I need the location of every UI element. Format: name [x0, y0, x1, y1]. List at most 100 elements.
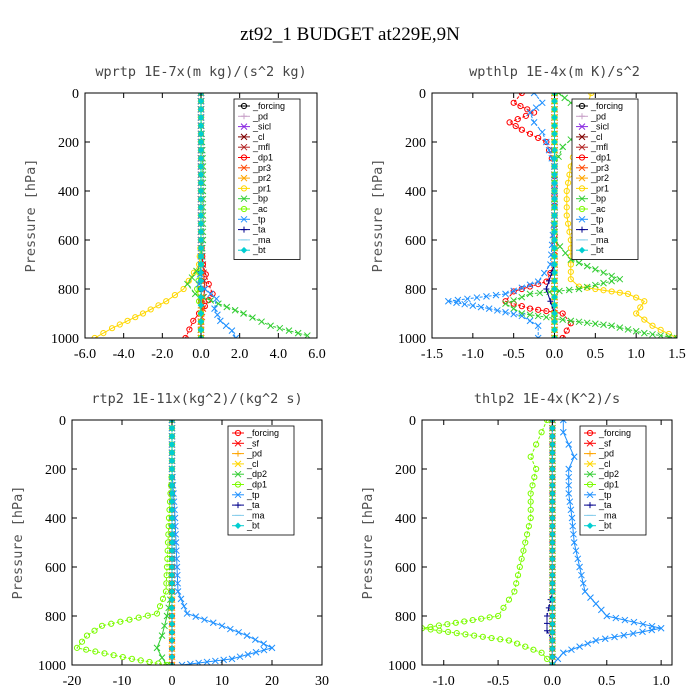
data-point [197, 326, 205, 334]
data-point [492, 291, 500, 299]
data-point [203, 658, 211, 665]
data-point [197, 228, 205, 236]
data-point [168, 514, 176, 522]
data-point [591, 320, 599, 328]
data-point [526, 290, 534, 298]
legend-marker [578, 246, 586, 254]
data-point [168, 424, 176, 432]
data-point [168, 530, 176, 538]
data-point [197, 212, 205, 219]
data-point [236, 653, 244, 661]
data-point [549, 506, 556, 514]
legend-marker [578, 143, 586, 151]
data-point [172, 547, 180, 555]
data-point [285, 327, 293, 335]
legend-entry: _bt [246, 521, 260, 531]
data-point [565, 481, 573, 489]
data-point [621, 616, 629, 624]
data-point [543, 655, 551, 662]
data-point [512, 122, 519, 130]
data-point [551, 122, 558, 130]
data-point [168, 620, 176, 628]
x-tick-label: -20 [63, 674, 82, 689]
data-point [547, 298, 554, 305]
y-axis-label: Pressure [hPa] [370, 159, 386, 273]
data-point [510, 287, 518, 295]
legend-marker [586, 460, 594, 468]
data-point [197, 114, 205, 121]
x-tick-label: -4.0 [113, 347, 135, 362]
data-point [471, 632, 478, 639]
data-point [549, 637, 556, 644]
legend-entry: _pd [246, 449, 262, 459]
data-point [73, 644, 81, 651]
data-point [502, 300, 509, 308]
data-point [549, 449, 556, 457]
legend-marker [241, 113, 247, 120]
data-point [252, 648, 260, 656]
data-point [637, 304, 644, 311]
x-tick-label: 10 [215, 674, 229, 689]
panel-wprtp: wprtp 1E-7x(m kg)/(s^2 kg) Pressure [hPa]… [23, 64, 326, 362]
data-point [444, 621, 451, 628]
data-point [559, 316, 567, 323]
data-point [533, 441, 540, 448]
data-point [563, 204, 570, 211]
data-point [551, 195, 558, 203]
data-point [197, 236, 205, 244]
data-point [453, 299, 460, 307]
legend-entry: _mfl [252, 142, 270, 152]
data-point [534, 312, 542, 320]
data-point [168, 653, 176, 661]
legend-entry: _bp [252, 194, 268, 204]
data-point [168, 490, 176, 497]
legend-entry: _ta [590, 225, 604, 235]
data-point [559, 143, 567, 151]
data-point [600, 279, 607, 287]
data-point [168, 449, 176, 457]
y-axis-label: Pressure [hPa] [23, 159, 39, 273]
legend-entry: _dp1 [252, 153, 273, 163]
legend-marker [578, 195, 586, 203]
data-point [518, 293, 526, 301]
data-point [657, 624, 665, 632]
panel-title: thlp2 1E-4x(K^2)/s [474, 391, 620, 407]
y-tick-label: 1000 [38, 659, 66, 674]
legend-entry: _cl [246, 459, 259, 469]
data-point [565, 441, 573, 448]
data-point [524, 106, 531, 113]
data-point [251, 636, 259, 644]
legend-entry: _forcing [252, 101, 285, 111]
x-tick-label: 0 [169, 674, 176, 689]
data-point [592, 285, 599, 293]
legend-entry: _cl [598, 459, 611, 469]
data-point [575, 259, 583, 267]
series-line-dp1 [76, 420, 173, 665]
data-point [216, 317, 224, 325]
data-point [510, 305, 518, 312]
legend-marker [578, 102, 586, 110]
data-point [462, 631, 469, 638]
data-point [551, 130, 558, 138]
data-point [493, 307, 501, 314]
data-point [174, 588, 182, 595]
data-point [108, 325, 116, 332]
data-point [597, 606, 605, 614]
data-point [551, 163, 558, 170]
data-point [649, 330, 656, 338]
series-line-pr1 [94, 93, 202, 338]
data-point [567, 268, 574, 275]
data-point [543, 138, 550, 146]
data-point [534, 334, 542, 338]
data-point [608, 322, 616, 330]
data-point [461, 618, 468, 625]
data-point [144, 612, 151, 619]
data-point [569, 522, 577, 530]
legend-entry: _ma [246, 510, 265, 520]
y-tick-label: 400 [395, 512, 416, 527]
x-tick-label: 0.0 [192, 347, 210, 362]
data-point [526, 311, 534, 319]
data-point [616, 324, 624, 331]
data-point [518, 555, 525, 562]
